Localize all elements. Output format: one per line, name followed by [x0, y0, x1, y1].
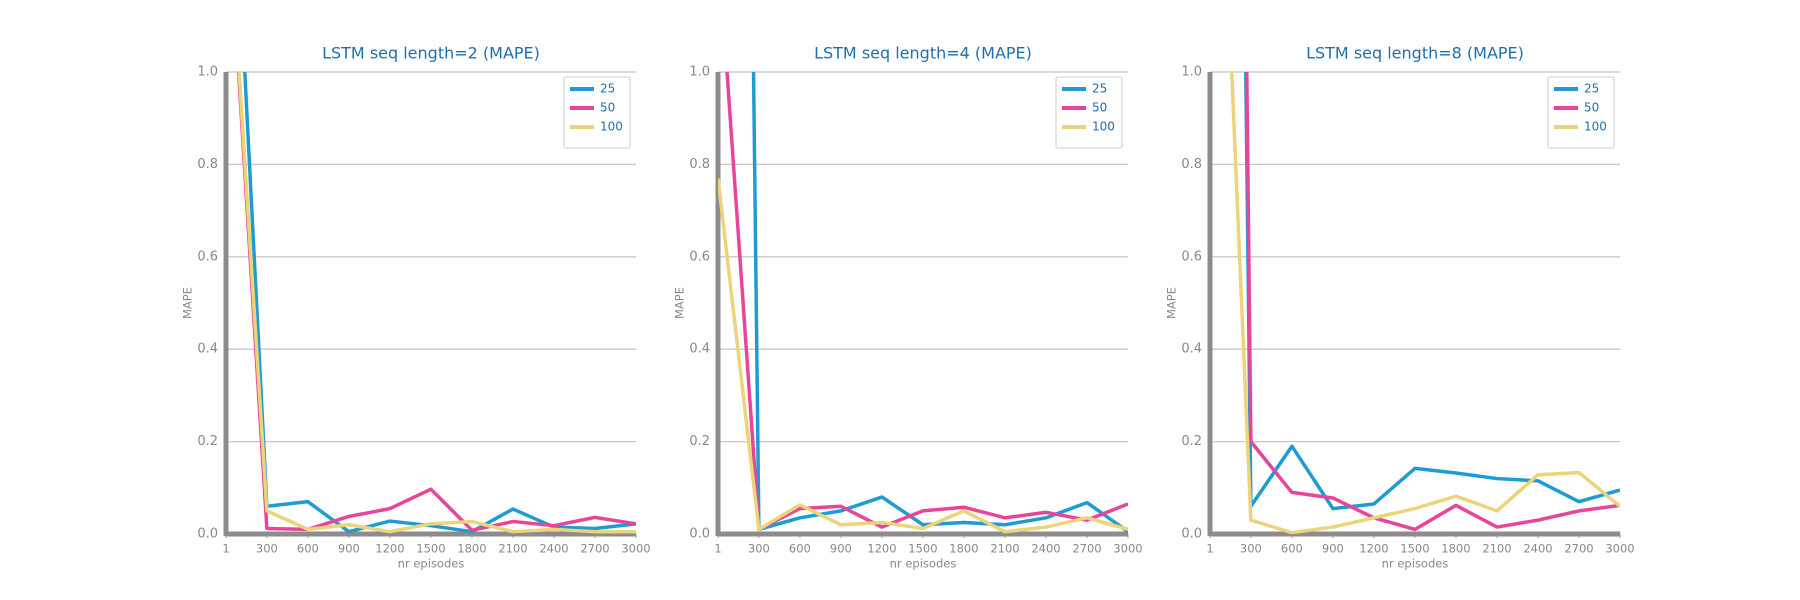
legend-label: 50	[600, 101, 615, 115]
y-tick-label: 0.8	[1181, 157, 1202, 172]
legend-label: 25	[1092, 82, 1107, 96]
series-line	[751, 72, 1128, 534]
x-tick-label: 2700	[1072, 542, 1101, 556]
x-tick-label: 1	[1206, 542, 1213, 556]
x-tick-label: 3000	[1113, 542, 1142, 556]
x-tick-label: 1	[222, 542, 229, 556]
series-line	[725, 72, 1128, 532]
y-axis-label: MAPE	[1165, 287, 1179, 319]
x-tick-label: 1200	[375, 542, 404, 556]
x-tick-label: 600	[789, 542, 811, 556]
subplot: LSTM seq length=2 (MAPE) 0.0 0.2 0.4 0.6 0.8 1…	[181, 44, 651, 571]
x-tick-label: 900	[338, 542, 360, 556]
x-tick-label: 2100	[1482, 542, 1511, 556]
y-axis-label: MAPE	[673, 287, 687, 319]
x-tick-label: 1200	[867, 542, 896, 556]
y-tick-label: 0.6	[689, 249, 710, 264]
x-tick-label: 2700	[580, 542, 609, 556]
legend-label: 100	[1584, 120, 1607, 134]
series-line	[1229, 72, 1620, 534]
y-tick-label: 0.2	[1181, 434, 1202, 449]
x-tick-label: 2100	[498, 542, 527, 556]
series-line	[1245, 72, 1620, 532]
x-tick-label: 600	[297, 542, 319, 556]
x-tick-label: 1500	[416, 542, 445, 556]
y-tick-label: 0.8	[197, 157, 218, 172]
x-axis-label: nr episodes	[890, 557, 957, 571]
y-tick-label: 0.2	[689, 434, 710, 449]
x-tick-label: 300	[1240, 542, 1262, 556]
y-tick-label: 0.6	[1181, 249, 1202, 264]
series-line	[718, 178, 1128, 534]
x-tick-label: 3000	[1605, 542, 1634, 556]
chart-title: LSTM seq length=4 (MAPE)	[814, 44, 1032, 63]
x-axis-label: nr episodes	[398, 557, 465, 571]
series-line	[236, 72, 636, 533]
x-tick-label: 900	[1322, 542, 1344, 556]
x-tick-label: 1800	[1441, 542, 1470, 556]
legend-label: 50	[1092, 101, 1107, 115]
x-tick-label: 2700	[1564, 542, 1593, 556]
x-tick-label: 1800	[949, 542, 978, 556]
y-tick-label: 0.0	[197, 527, 218, 542]
y-tick-label: 0.2	[197, 434, 218, 449]
x-tick-label: 300	[256, 542, 278, 556]
y-tick-label: 1.0	[197, 65, 218, 80]
y-axis-label: MAPE	[181, 287, 195, 319]
x-tick-label: 2400	[1523, 542, 1552, 556]
legend-label: 50	[1584, 101, 1599, 115]
legend-label: 25	[1584, 82, 1599, 96]
legend-box	[1547, 76, 1615, 149]
x-tick-label: 2400	[539, 542, 568, 556]
y-tick-label: 0.4	[689, 342, 710, 357]
y-tick-label: 0.4	[197, 342, 218, 357]
x-axis-label: nr episodes	[1382, 557, 1449, 571]
x-tick-label: 900	[830, 542, 852, 556]
y-tick-label: 1.0	[1181, 65, 1202, 80]
subplot: LSTM seq length=8 (MAPE) 0.0 0.2 0.4 0.6 0.8 1…	[1165, 44, 1635, 571]
y-tick-label: 0.8	[689, 157, 710, 172]
subplot: LSTM seq length=4 (MAPE) 0.0 0.2 0.4 0.6 0.8 1…	[673, 44, 1143, 571]
chart-title: LSTM seq length=8 (MAPE)	[1306, 44, 1524, 63]
x-tick-label: 1500	[1400, 542, 1429, 556]
legend-box	[1055, 76, 1123, 149]
x-tick-label: 300	[748, 542, 770, 556]
x-tick-label: 1200	[1359, 542, 1388, 556]
y-tick-label: 0.0	[1181, 527, 1202, 542]
x-tick-label: 1500	[908, 542, 937, 556]
chart-title: LSTM seq length=2 (MAPE)	[322, 44, 540, 63]
y-tick-label: 0.6	[197, 249, 218, 264]
x-tick-label: 2400	[1031, 542, 1060, 556]
legend-label: 25	[600, 82, 615, 96]
y-tick-label: 1.0	[689, 65, 710, 80]
x-tick-label: 1800	[457, 542, 486, 556]
legend-box	[563, 76, 631, 149]
series-line	[243, 72, 636, 534]
x-tick-label: 1	[714, 542, 721, 556]
legend-label: 100	[1092, 120, 1115, 134]
y-tick-label: 0.0	[689, 527, 710, 542]
x-tick-label: 3000	[621, 542, 650, 556]
y-tick-label: 0.4	[1181, 342, 1202, 357]
series-line	[237, 72, 636, 534]
legend-label: 100	[600, 120, 623, 134]
x-tick-label: 2100	[990, 542, 1019, 556]
series-line	[1244, 72, 1620, 511]
x-tick-label: 600	[1281, 542, 1303, 556]
